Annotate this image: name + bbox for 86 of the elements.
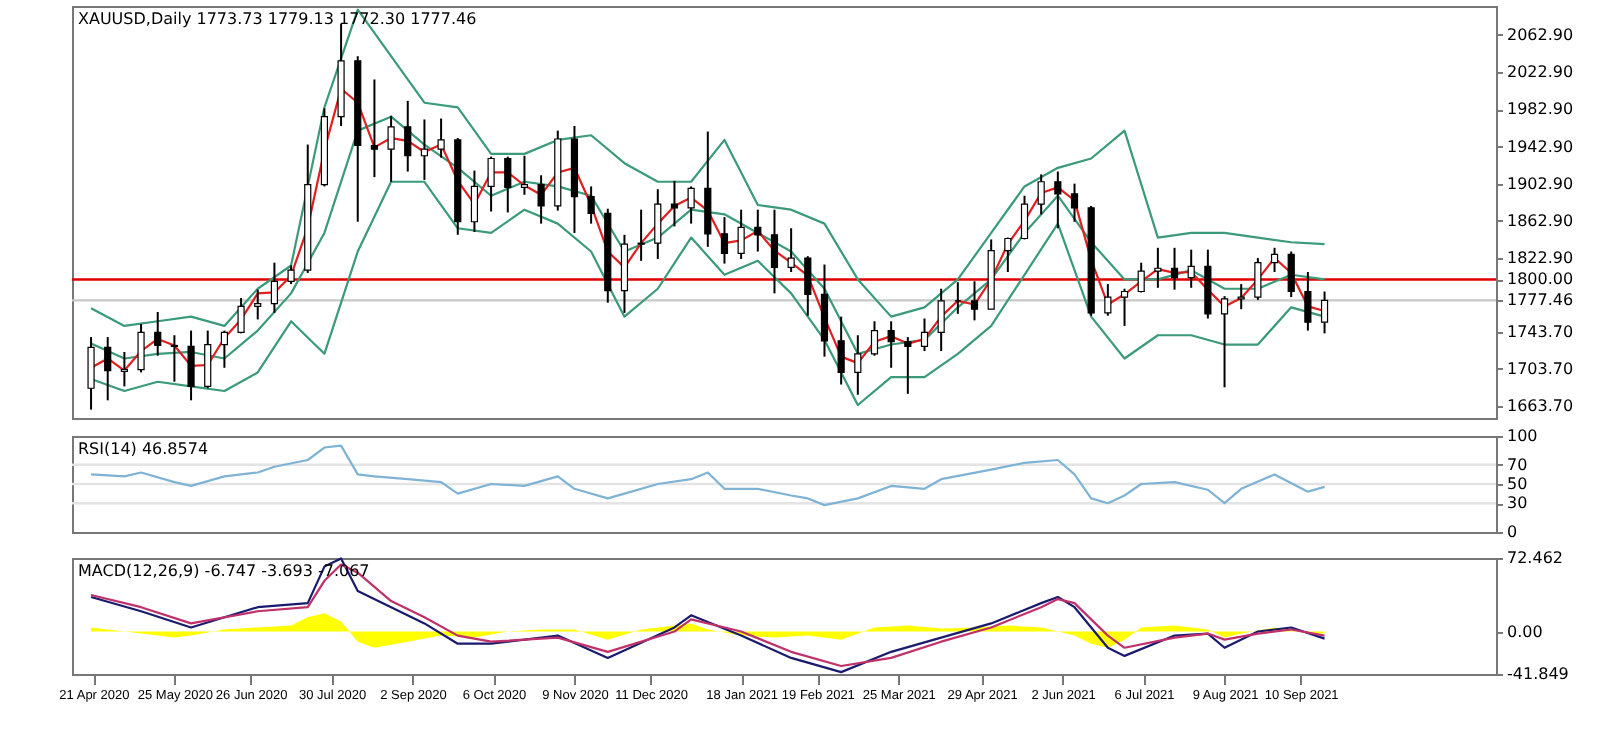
y-tick-label: 1822.90 bbox=[1507, 249, 1574, 268]
candlestick bbox=[1037, 173, 1045, 216]
candlestick bbox=[287, 264, 295, 286]
candlestick bbox=[820, 263, 829, 358]
candlestick bbox=[1254, 257, 1262, 301]
y-tick-label: 2022.90 bbox=[1507, 63, 1574, 82]
candlestick bbox=[754, 208, 762, 253]
candlestick bbox=[1104, 283, 1112, 317]
candlestick bbox=[87, 336, 95, 411]
candlestick bbox=[687, 185, 695, 225]
y-tick-label: 0 bbox=[1507, 523, 1518, 541]
candlestick bbox=[1054, 170, 1062, 230]
candlestick bbox=[404, 99, 412, 173]
candlestick bbox=[104, 336, 112, 402]
candlestick bbox=[920, 317, 929, 353]
candlestick bbox=[587, 185, 595, 225]
y-tick-label: 100 bbox=[1507, 427, 1538, 445]
y-tick-label: 1743.70 bbox=[1507, 322, 1574, 341]
candlestick bbox=[654, 188, 662, 260]
candlestick bbox=[1204, 248, 1212, 320]
candlestick bbox=[1154, 246, 1162, 289]
candlestick bbox=[1220, 295, 1229, 389]
candlestick bbox=[837, 315, 845, 386]
candlestick bbox=[1020, 194, 1029, 241]
candlestick bbox=[137, 323, 145, 374]
candlestick bbox=[370, 78, 379, 179]
candlestick bbox=[520, 154, 529, 196]
y-tick-label: 1703.70 bbox=[1507, 359, 1574, 378]
y-tick-label: 1777.46 bbox=[1507, 291, 1574, 310]
candlestick bbox=[187, 329, 195, 402]
candlestick bbox=[937, 287, 945, 353]
candlestick bbox=[154, 310, 162, 357]
candlestick bbox=[387, 114, 395, 183]
candlestick bbox=[904, 336, 912, 395]
candlestick bbox=[1304, 270, 1312, 332]
candlestick bbox=[1120, 287, 1129, 327]
y-tick-label: 30 bbox=[1507, 494, 1528, 513]
candlestick bbox=[670, 179, 679, 228]
candlestick bbox=[870, 320, 879, 357]
candlestick bbox=[437, 117, 445, 159]
candlestick bbox=[487, 155, 495, 213]
candlestick bbox=[770, 208, 779, 295]
candlestick bbox=[220, 329, 228, 369]
candlestick bbox=[1270, 246, 1279, 273]
candlestick bbox=[1070, 182, 1079, 223]
y-tick-label: 50 bbox=[1507, 475, 1528, 493]
y-tick-label: 1902.90 bbox=[1507, 174, 1574, 193]
y-tick-label: -41.849 bbox=[1507, 665, 1569, 683]
candlestick bbox=[420, 118, 429, 181]
candlestick bbox=[254, 288, 262, 321]
candlestick bbox=[704, 130, 712, 248]
candlestick bbox=[637, 208, 645, 262]
y-tick-label: 72.462 bbox=[1507, 549, 1563, 567]
candlestick bbox=[620, 233, 629, 314]
candlestick bbox=[720, 216, 729, 265]
candlestick bbox=[887, 320, 895, 369]
candlestick bbox=[204, 329, 212, 390]
candlestick bbox=[470, 169, 479, 233]
candlestick bbox=[170, 334, 178, 383]
candlestick bbox=[1170, 246, 1179, 291]
candlestick bbox=[1004, 236, 1012, 273]
y-tick-label: 1663.70 bbox=[1507, 397, 1574, 416]
y-tick-label: 1982.90 bbox=[1507, 100, 1574, 119]
candlestick bbox=[804, 255, 812, 317]
candlestick bbox=[1187, 248, 1195, 289]
candlestick bbox=[737, 208, 745, 260]
candlestick bbox=[787, 227, 795, 273]
candlestick bbox=[970, 280, 979, 322]
candlestick bbox=[854, 334, 862, 396]
candlestick bbox=[1237, 283, 1245, 311]
y-tick-label: 1800.00 bbox=[1507, 270, 1574, 289]
y-tick-label: 0.00 bbox=[1507, 622, 1543, 641]
line-series bbox=[89, 180, 1326, 407]
candlestick bbox=[537, 174, 545, 225]
candlestick bbox=[1137, 261, 1145, 294]
y-tick-label: 70 bbox=[1507, 455, 1528, 474]
candlestick bbox=[270, 261, 279, 314]
candlestick bbox=[504, 155, 512, 214]
candlestick bbox=[1320, 290, 1329, 335]
candlestick bbox=[120, 350, 128, 388]
y-tick-label: 2062.90 bbox=[1507, 25, 1574, 44]
y-tick-label: 1942.90 bbox=[1507, 137, 1574, 156]
y-tick-label: 1862.90 bbox=[1507, 211, 1574, 230]
candlestick bbox=[1287, 250, 1295, 299]
chart-title: RSI(14) 46.8574 bbox=[78, 440, 209, 458]
candlestick bbox=[237, 297, 245, 335]
